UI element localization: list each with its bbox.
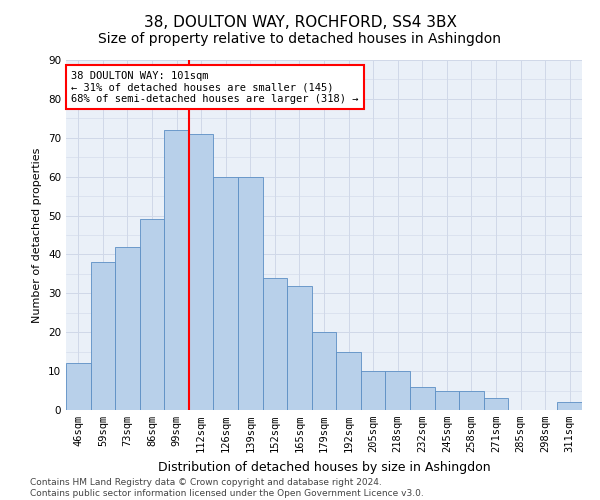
Bar [361, 371, 385, 410]
Bar [410, 386, 434, 410]
Bar [164, 130, 189, 410]
Bar [140, 220, 164, 410]
Text: 38 DOULTON WAY: 101sqm
← 31% of detached houses are smaller (145)
68% of semi-de: 38 DOULTON WAY: 101sqm ← 31% of detached… [71, 70, 359, 104]
Bar [385, 371, 410, 410]
Bar [66, 364, 91, 410]
Bar [189, 134, 214, 410]
Bar [263, 278, 287, 410]
Text: 38, DOULTON WAY, ROCHFORD, SS4 3BX: 38, DOULTON WAY, ROCHFORD, SS4 3BX [143, 15, 457, 30]
Bar [91, 262, 115, 410]
Text: Size of property relative to detached houses in Ashingdon: Size of property relative to detached ho… [98, 32, 502, 46]
Bar [459, 390, 484, 410]
Bar [238, 176, 263, 410]
X-axis label: Distribution of detached houses by size in Ashingdon: Distribution of detached houses by size … [158, 460, 490, 473]
Bar [336, 352, 361, 410]
Bar [434, 390, 459, 410]
Bar [484, 398, 508, 410]
Text: Contains HM Land Registry data © Crown copyright and database right 2024.
Contai: Contains HM Land Registry data © Crown c… [30, 478, 424, 498]
Bar [557, 402, 582, 410]
Bar [115, 246, 140, 410]
Y-axis label: Number of detached properties: Number of detached properties [32, 148, 43, 322]
Bar [214, 176, 238, 410]
Bar [312, 332, 336, 410]
Bar [287, 286, 312, 410]
